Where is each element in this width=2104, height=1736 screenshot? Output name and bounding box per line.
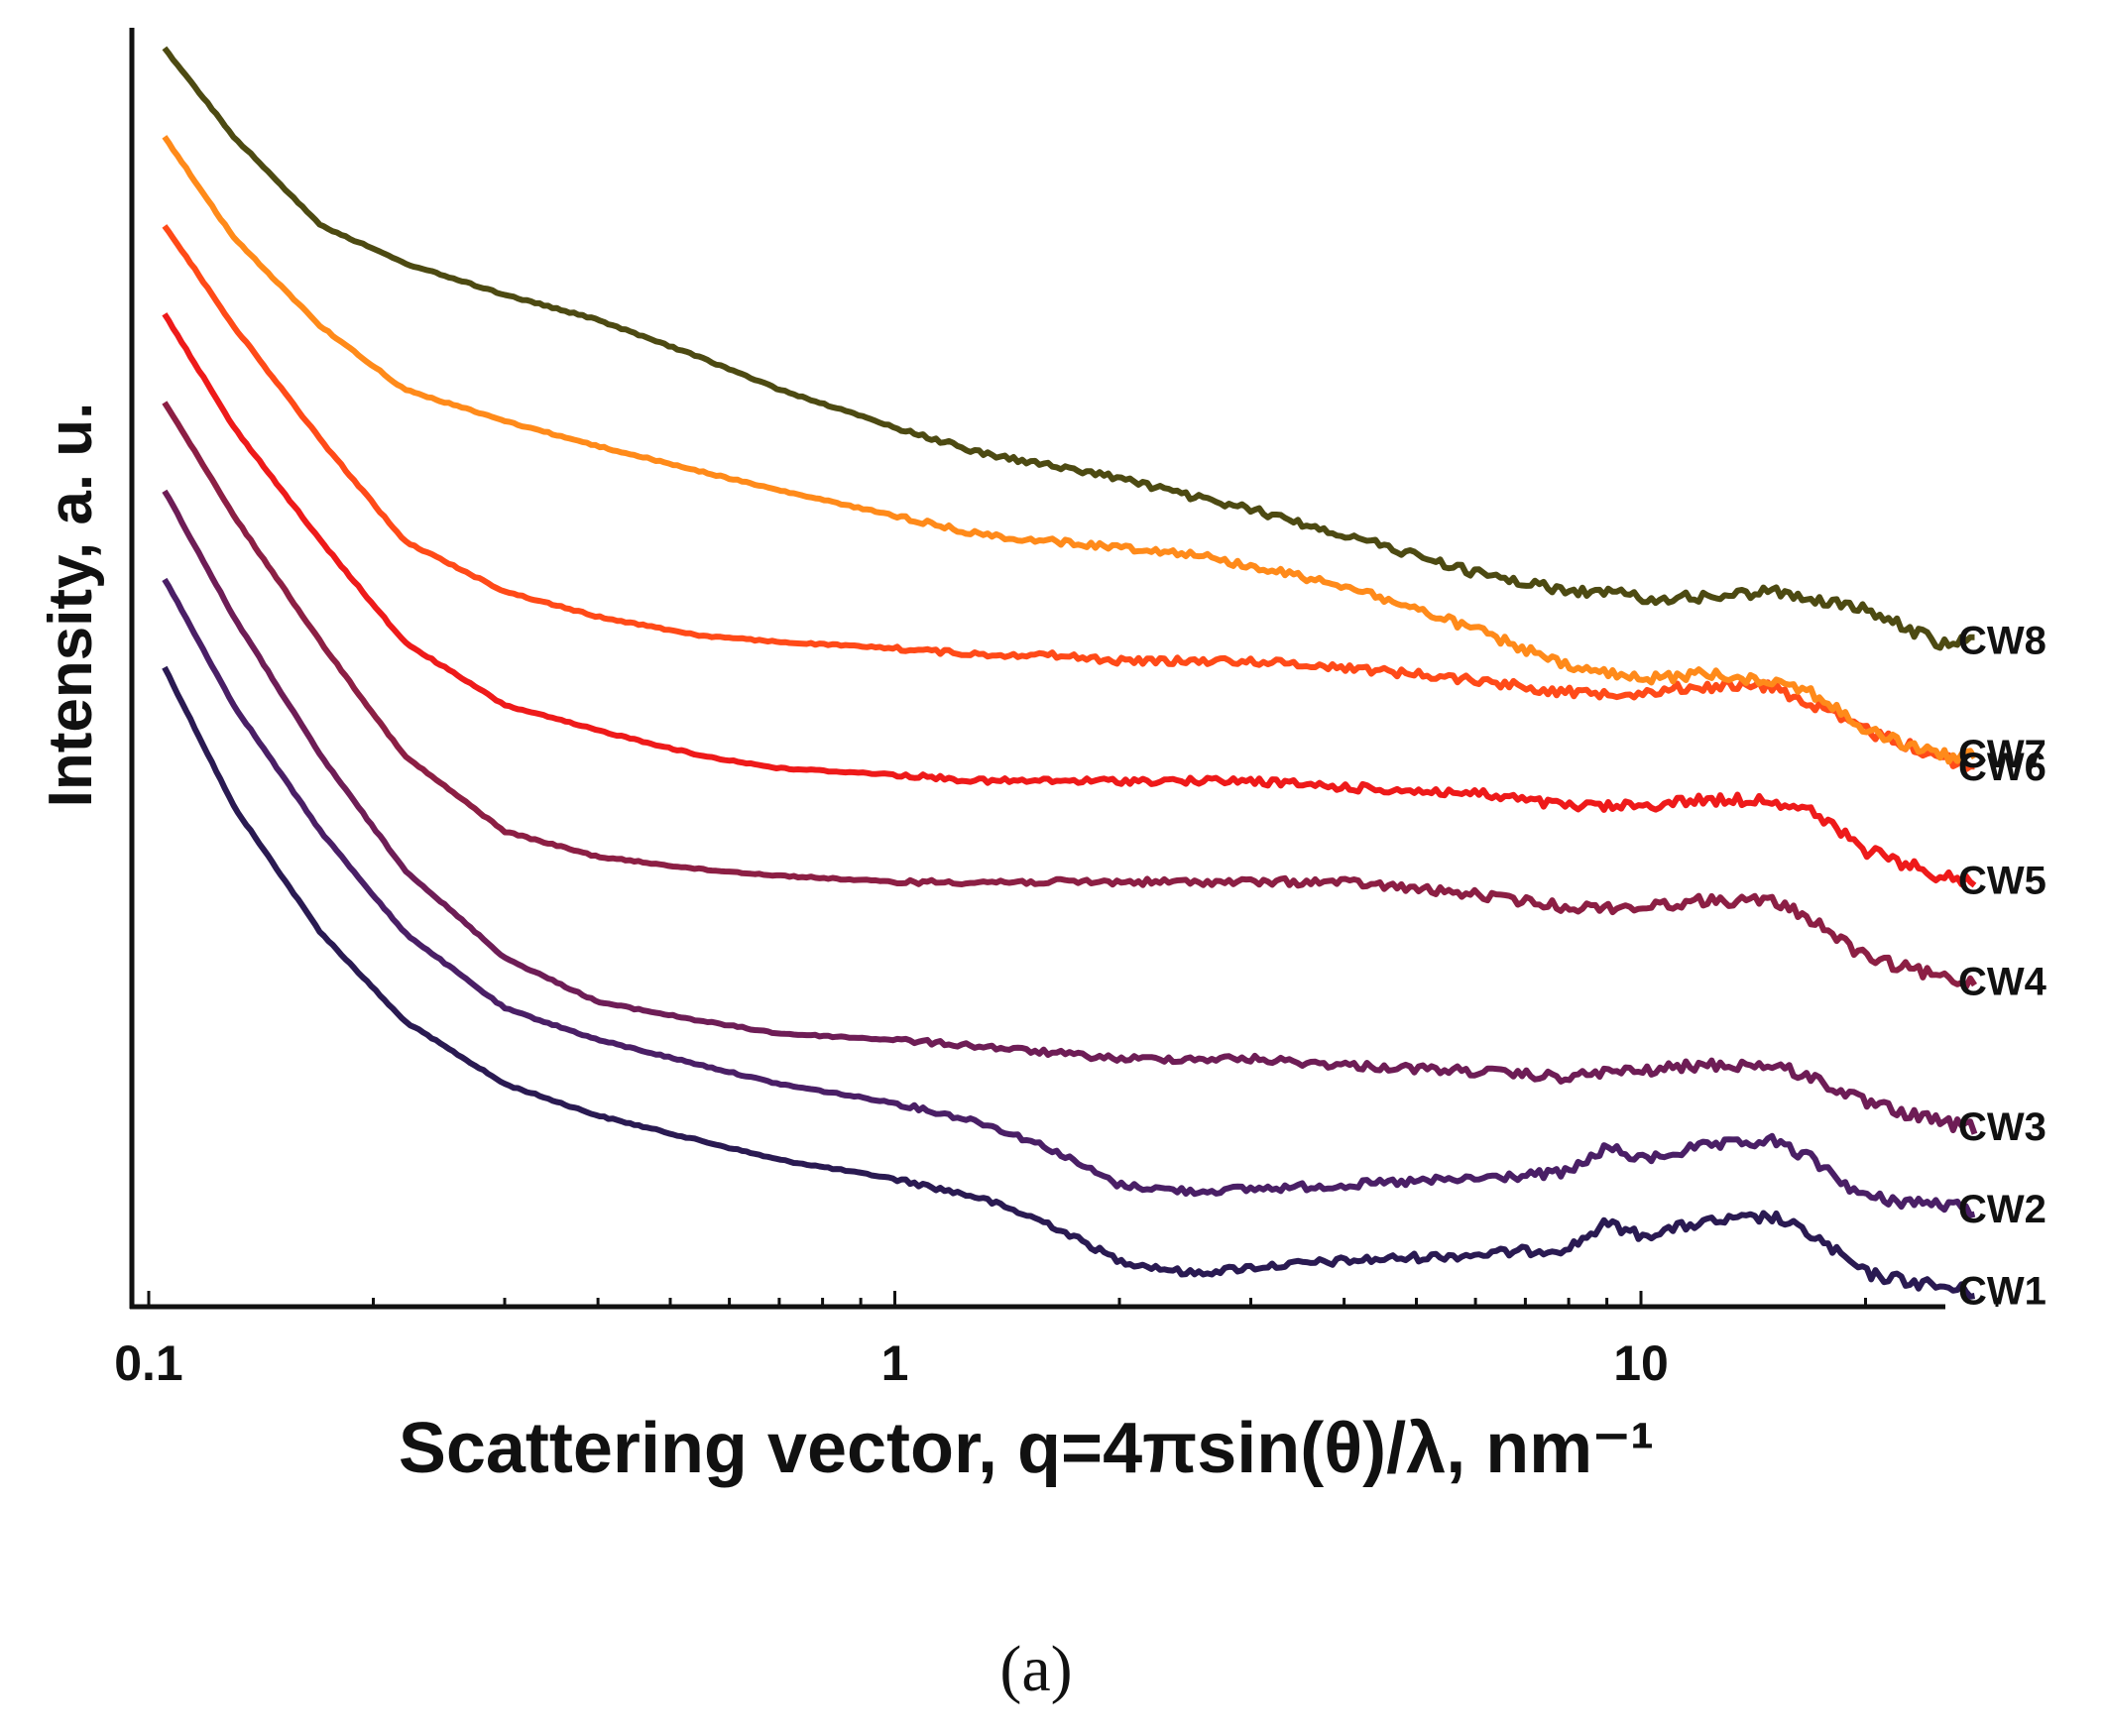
series-label-cw8: CW8 [1958, 620, 2046, 663]
y-axis-title: Intensity, a. u. [37, 403, 105, 808]
series-line-cw6 [162, 224, 1975, 772]
panel-label: (a) [999, 1633, 1072, 1705]
series-line-cw8 [162, 46, 1975, 651]
x-tick-layer: 0.1 1 10 [114, 1291, 1999, 1391]
series-line-cw7 [162, 135, 1978, 765]
series-label-cw7: CW7 [1958, 733, 2046, 776]
x-tick-label: 10 [1613, 1335, 1669, 1391]
series-line-cw5 [162, 312, 1977, 888]
series-layer [162, 46, 1978, 1300]
x-axis-title: Scattering vector, q=4πsin(θ)/λ, nm⁻¹ [399, 1409, 1654, 1488]
series-label-cw5: CW5 [1958, 860, 2046, 903]
series-label-cw3: CW3 [1958, 1105, 2046, 1149]
series-line-cw4 [162, 401, 1978, 990]
series-line-cw1 [162, 665, 1976, 1300]
series-label-cw6: CW6 [1958, 746, 2046, 789]
series-label-cw1: CW1 [1958, 1270, 2046, 1314]
x-tick-label: 0.1 [114, 1335, 183, 1391]
series-label-cw4: CW4 [1958, 961, 2047, 1004]
series-label-cw2: CW2 [1958, 1188, 2046, 1231]
series-line-cw3 [162, 489, 1978, 1135]
series-line-cw2 [162, 577, 1976, 1218]
x-tick-label: 1 [881, 1335, 909, 1391]
